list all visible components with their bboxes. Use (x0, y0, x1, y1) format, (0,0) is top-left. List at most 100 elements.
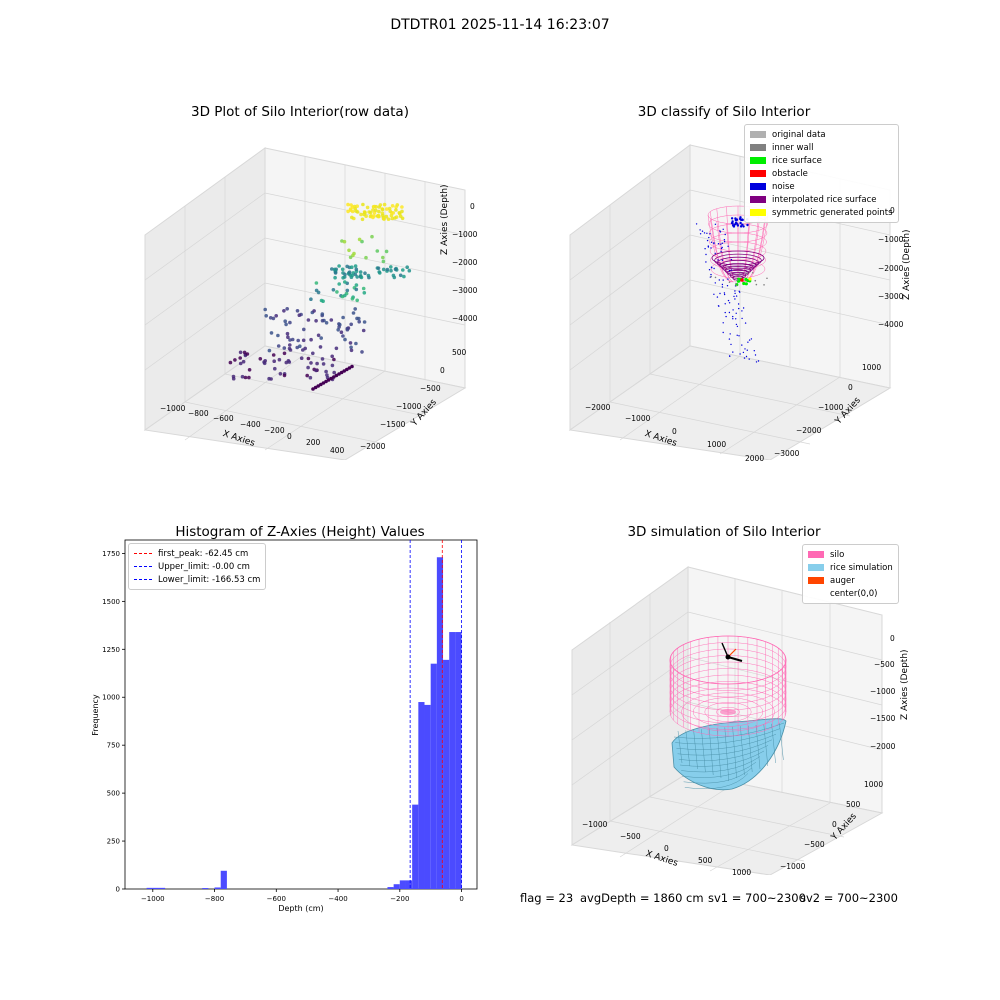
data-point (354, 287, 359, 292)
histogram-ytick-label: 750 (107, 742, 120, 750)
legend-line (134, 566, 152, 567)
legend-swatch (750, 196, 766, 203)
panel4-ztick: −2000 (870, 742, 896, 751)
data-point (345, 288, 350, 293)
data-point (318, 345, 323, 349)
data-point (388, 209, 393, 213)
panel2-yticks: 1000 0 −1000 −2000 −3000 (774, 360, 881, 460)
noise-point (740, 218, 744, 221)
data-point (324, 379, 328, 384)
panel1-ztick: −3000 (452, 286, 478, 295)
noise-point (726, 285, 729, 287)
noise-point (732, 309, 734, 311)
noise-point (727, 299, 730, 302)
data-point (390, 204, 395, 208)
silo-floor-center (720, 709, 736, 715)
noise-point (721, 242, 723, 244)
data-point (347, 366, 352, 370)
data-point (380, 207, 385, 212)
noise-point (721, 259, 724, 261)
data-point (238, 361, 243, 366)
panel1-xtick: 200 (306, 438, 321, 447)
data-point (301, 338, 306, 343)
histogram-ylabel: Frequency (91, 694, 100, 736)
data-point (247, 375, 251, 380)
rice-mesh-line (677, 739, 773, 756)
panel4-auger (721, 642, 743, 662)
noise-point (755, 361, 758, 363)
legend-entry: center(0,0) (808, 587, 893, 600)
rice-mesh-line (724, 727, 730, 782)
panel2-grid (569, 156, 891, 455)
silo-floor-ring (704, 702, 752, 722)
noise-point (716, 296, 719, 298)
noise-point (722, 228, 724, 230)
data-point (321, 381, 326, 385)
noise-point (705, 261, 707, 263)
legend-entry: rice surface (750, 154, 893, 167)
histogram-bar (399, 880, 406, 889)
histogram-xlabel: Depth (cm) (278, 904, 323, 913)
data-point (400, 209, 404, 214)
histogram-xtick-label: 0 (459, 895, 463, 903)
data-point (343, 280, 347, 284)
data-point (355, 298, 359, 303)
data-point (337, 325, 341, 329)
histogram-bar (436, 557, 444, 889)
interpolated-surface-ring (724, 266, 752, 275)
data-point (267, 348, 272, 353)
data-point (361, 286, 366, 291)
panel1-ytick: −500 (420, 384, 441, 393)
legend-label: Lower_limit: -166.53 cm (158, 574, 261, 585)
legend-label: rice simulation (830, 562, 893, 573)
interpolated-surface-ring (727, 269, 749, 277)
data-point (282, 373, 287, 378)
data-point (336, 328, 340, 332)
data-point (319, 382, 323, 387)
noise-point (741, 310, 743, 312)
rice-mesh-line (677, 730, 683, 764)
histogram-ytick-label: 500 (107, 790, 120, 798)
noise-point (735, 318, 737, 320)
noise-point (743, 357, 746, 359)
histogram-bar (387, 887, 394, 889)
legend-line (134, 553, 152, 554)
histogram-bar (449, 632, 456, 889)
panel1-3d-scatter (143, 147, 467, 460)
noise-point (734, 221, 738, 224)
noise-point (724, 303, 726, 305)
data-point (330, 267, 334, 271)
data-point (343, 272, 347, 277)
noise-point (736, 325, 739, 328)
histogram-bar (430, 663, 437, 889)
noise-point (738, 307, 740, 310)
data-point (349, 348, 354, 353)
data-point (362, 320, 367, 324)
data-point (333, 271, 338, 275)
panel4-zticks: 0 −500 −1000 −1500 −2000 (870, 632, 915, 762)
data-point (243, 375, 248, 380)
data-point (315, 361, 319, 366)
noise-point (730, 343, 732, 346)
data-point (242, 350, 247, 355)
data-point (373, 208, 378, 213)
data-point (355, 204, 359, 208)
footer-avg-depth: avgDepth = 1860 cm (580, 891, 704, 905)
noise-point (733, 295, 735, 298)
data-point (316, 384, 320, 388)
inner-wall-point (728, 281, 731, 283)
panel2-xtick: −2000 (585, 403, 611, 412)
noise-point (710, 241, 713, 243)
obstacle-point (740, 278, 744, 282)
noise-point (741, 223, 744, 226)
data-point (353, 264, 358, 268)
noise-point (739, 221, 742, 225)
histogram-ytick-label: 1750 (102, 550, 120, 558)
data-point (365, 205, 370, 210)
silo-floor-ring (669, 687, 787, 737)
noise-point (733, 223, 737, 226)
noise-point (720, 250, 722, 253)
noise-point (710, 273, 712, 276)
noise-point (739, 225, 743, 228)
data-point (372, 214, 376, 218)
